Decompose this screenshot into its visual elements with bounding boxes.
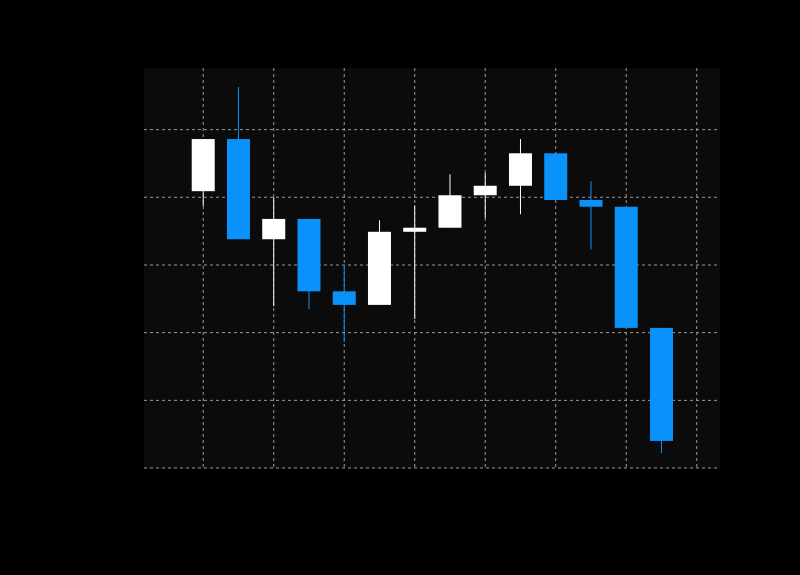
- candle-body: [367, 231, 391, 305]
- candle-body: [332, 291, 356, 305]
- candle-body: [614, 206, 638, 328]
- candle-body: [544, 153, 568, 200]
- candle-body: [508, 153, 532, 186]
- candle-body: [403, 227, 427, 232]
- candle-body: [473, 185, 497, 196]
- candle-body: [579, 199, 603, 207]
- candle-body: [438, 195, 462, 228]
- candle-body: [226, 139, 250, 240]
- candle-body: [649, 327, 673, 441]
- candle-body: [297, 218, 321, 292]
- candle-body: [191, 139, 215, 192]
- candle-body: [262, 218, 286, 240]
